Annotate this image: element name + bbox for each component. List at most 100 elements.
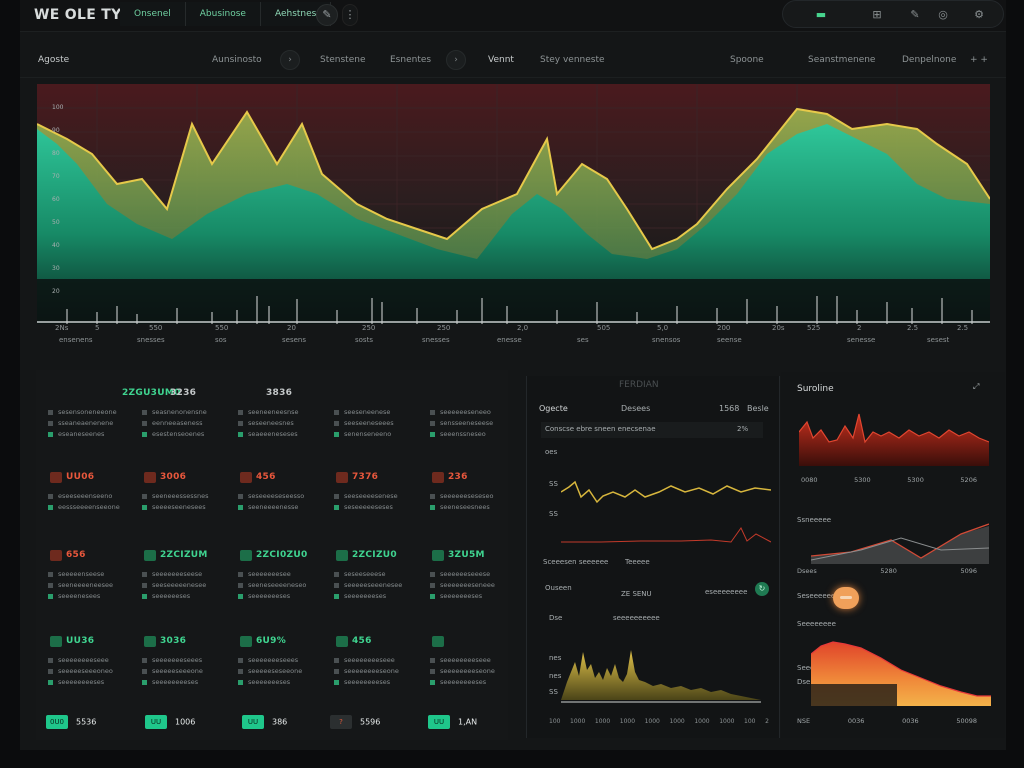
stat-detail-text: sseaneaenenene: [58, 419, 114, 427]
stat-card[interactable]: 456 seseeeeseseesso seeneeeenesse: [228, 460, 320, 526]
pen-icon[interactable]: ✎: [910, 8, 920, 21]
stat-detail-text: seeeeeeeses: [344, 592, 387, 600]
stat-detail-line: seeeeeeeeses: [334, 678, 390, 687]
bullet-icon: [334, 409, 339, 415]
bullet-icon: [334, 668, 339, 674]
subnav-item-6[interactable]: Spoone: [730, 55, 764, 65]
summary-badge-3[interactable]: UU 386: [242, 715, 287, 731]
x-tick: 1000: [619, 718, 636, 725]
more-button[interactable]: ⋮: [342, 4, 358, 26]
subnav-item-1[interactable]: Aunsinosto: [212, 55, 262, 65]
stat-detail-text: esestenseoenes: [152, 430, 205, 438]
summary-value: 1006: [175, 717, 196, 727]
stat-detail-line: seeseeeesenese: [334, 492, 398, 501]
stat-detail-line: seeseeeeenesee: [142, 581, 206, 590]
stat-detail-line: seeenssneseo: [430, 430, 486, 439]
summary-badge-4[interactable]: ? 5596: [330, 715, 380, 731]
bullet-icon: [238, 657, 243, 663]
stat-value: [432, 636, 448, 648]
refresh-icon[interactable]: ↻: [755, 582, 769, 596]
stat-detail-line: seeneeeenesse: [238, 503, 298, 512]
subnav-item-2[interactable]: Stenstene: [320, 55, 366, 65]
stat-detail-text: seeeeeseseeone: [248, 667, 303, 675]
battery-icon[interactable]: ▬: [815, 8, 827, 21]
stat-card[interactable]: 656 seeeeenseese seeneeeeneesee seeeenesees: [38, 538, 130, 604]
stat-detail-text: seseeeeseseesso: [248, 492, 305, 500]
stat-card[interactable]: 2ZCIZUM seeeeeeeseese seeseeeeenesee seeeee…: [132, 538, 224, 604]
stat-card[interactable]: 456 seeeeeeeeseee seeeeeeeeseone seeeeeeees…: [324, 624, 416, 690]
subnav-item-3[interactable]: Esnentes: [390, 55, 432, 65]
summary-badge-2[interactable]: UU 1006: [145, 715, 195, 731]
stat-card[interactable]: 236 seeeeeeseseseo seeneseesnees: [420, 460, 512, 526]
stat-card[interactable]: 2ZGU3UM0 sesensoneneeone sseaneaenenene ese…: [38, 376, 180, 442]
x-tick: 100: [744, 718, 756, 725]
panel-title: FERDIAN: [619, 380, 659, 390]
label: Sceeesen seeeeee: [543, 558, 609, 566]
subnav-item-8[interactable]: Denpelnone: [902, 55, 957, 65]
edit-button[interactable]: ✎: [316, 4, 338, 26]
x-sub-label: sesens: [282, 336, 306, 344]
subnav-more[interactable]: + +: [970, 55, 988, 65]
stat-card[interactable]: seeseneenese seeseeneseees senenseneeno: [324, 376, 416, 442]
bullet-icon: [334, 571, 339, 577]
stat-detail-text: sensseeneseese: [440, 419, 494, 427]
stat-detail-line: seeeeeseeenesee: [334, 581, 402, 590]
subnav-toggle-1[interactable]: ›: [280, 50, 300, 70]
grid-icon[interactable]: ⊞: [872, 8, 882, 21]
summary-badge-5[interactable]: UU 1,AN: [428, 715, 477, 731]
trend-line: [811, 523, 989, 559]
y-label: SS: [549, 688, 558, 696]
stat-detail-text: sesensoneneeone: [58, 408, 117, 416]
x-tick: 0080: [801, 476, 818, 484]
bullet-icon: [48, 571, 53, 577]
status-badge: UU: [242, 715, 264, 729]
subnav-toggle-2[interactable]: ›: [446, 50, 466, 70]
x-tick: 1000: [694, 718, 710, 725]
stat-card[interactable]: UU06 eseeseeenseeno eessseeeenseeone: [38, 460, 130, 526]
summary-badge-1[interactable]: 0U0 5536: [46, 715, 96, 731]
stat-card[interactable]: seeeeeeseneeo sensseeneseese seeenssneseo: [420, 376, 512, 442]
globe-icon[interactable]: ◎: [938, 8, 948, 21]
stat-card[interactable]: 2ZCI0ZU0 seeeeeeesee seeneseeeeneseo seeeee…: [228, 538, 320, 604]
stat-detail-line: seseeneesnes: [238, 419, 294, 428]
stat-card[interactable]: 3ZU5M seeeeeeseeese seeeeeeeseneee seeeeeee…: [420, 538, 512, 604]
stat-detail-line: seseeseeese: [334, 570, 386, 579]
tab-abusinose[interactable]: Abusinose: [185, 2, 261, 26]
bullet-icon: [142, 657, 147, 663]
stat-detail-text: seeeeeeeses: [248, 592, 291, 600]
stat-card[interactable]: seeeeeeeeseee seeeeeeeeseone seeeeeeeeses: [420, 624, 512, 690]
y-tick: 70: [52, 173, 60, 180]
x-tick: 1000: [644, 718, 660, 725]
range-slider-handle[interactable]: [833, 587, 859, 609]
y-tick: 50: [52, 219, 60, 226]
compare-line: [811, 537, 989, 561]
x-tick: 1000: [669, 718, 685, 725]
status-badge: 0U0: [46, 715, 68, 729]
stat-card[interactable]: 3006 seeneeessessnes seeeeseenesees: [132, 460, 224, 526]
stat-detail-line: seeneeessessnes: [142, 492, 209, 501]
stat-card[interactable]: 3236 seasnenonensne eenneeaseness esestense…: [132, 376, 224, 442]
subnav-item-4[interactable]: Vennt: [488, 55, 514, 65]
tab-onsenel[interactable]: Onsenel: [120, 2, 186, 26]
subnav-item-5[interactable]: Stey venneste: [540, 55, 605, 65]
stat-card[interactable]: 3836 seeneeneesnse seseeneesnes seaeeeneses…: [228, 376, 320, 442]
stat-card[interactable]: 3036 seeeeeeeseees seeeeeseeeone seeeeeeees…: [132, 624, 224, 690]
stat-detail-text: seeneeeeneesee: [58, 581, 114, 589]
stat-detail-text: seeeeeseeenesee: [344, 581, 403, 589]
stat-card[interactable]: UU36 seeeeeeeeseee seeeeeseeeoneo seeeeeeee…: [38, 624, 130, 690]
subnav-item-7[interactable]: Seanstmenene: [808, 55, 876, 65]
stat-card[interactable]: 6U9% seeeeeeeseees seeeeeseseeone seeeeeees…: [228, 624, 320, 690]
stat-pill: [144, 472, 156, 483]
x-sub-label: ses: [577, 336, 589, 344]
heat-line: [811, 641, 991, 697]
bullet-icon: [142, 582, 147, 588]
stat-card[interactable]: 2ZCIZU0 seseeseeese seeeeeseeenesee seeeeee…: [324, 538, 416, 604]
bullet-icon: [334, 657, 339, 663]
stat-detail-line: seeeeeeeseees: [142, 656, 202, 665]
stat-detail-text: seeseneenese: [344, 408, 391, 416]
bullet-icon: [142, 493, 147, 499]
stat-card[interactable]: 7376 seeseeeesenese seseeeeeseses: [324, 460, 416, 526]
info-row[interactable]: Conscse ebre sneen enecsenae 2%: [541, 422, 763, 438]
settings-icon[interactable]: ⚙: [974, 8, 984, 21]
expand-icon[interactable]: ⤢: [973, 382, 980, 391]
